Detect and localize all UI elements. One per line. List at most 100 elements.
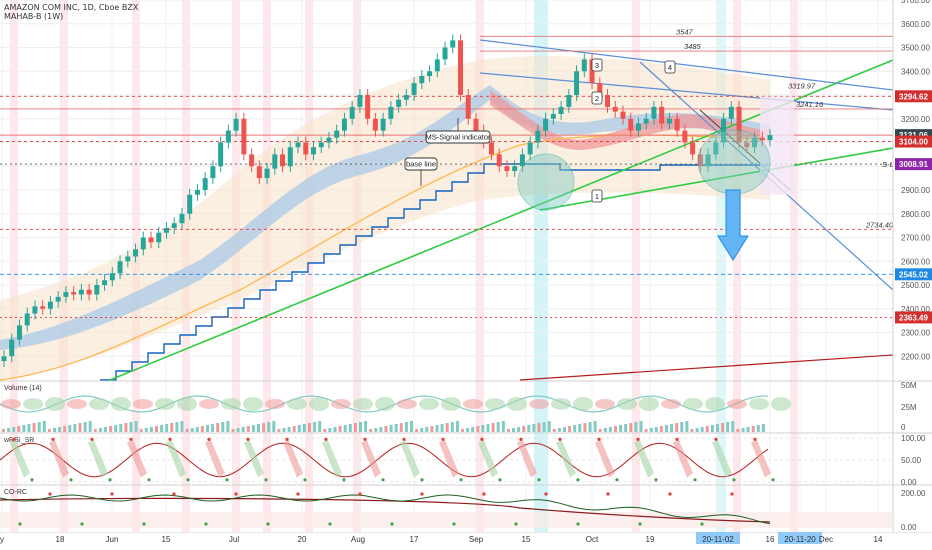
- corc-sell-dot: [172, 492, 176, 496]
- price-axis-tick: 3400.00: [901, 67, 930, 76]
- volume-bar: [476, 426, 480, 432]
- candle-body: [550, 114, 556, 119]
- wave-label-text: 2: [595, 94, 599, 103]
- corc-sell-dot: [544, 492, 548, 496]
- volume-oscillator-blob: [661, 399, 681, 409]
- candle-body: [589, 59, 595, 84]
- volume-bar: [389, 425, 393, 432]
- volume-bar: [190, 428, 194, 432]
- volume-bar: [486, 424, 490, 432]
- volume-bar: [731, 421, 735, 432]
- volume-bar: [58, 427, 62, 432]
- volume-bar: [7, 428, 11, 432]
- wrsi-buy-dot: [576, 478, 580, 482]
- candle-body: [721, 118, 727, 143]
- volume-bar: [160, 425, 164, 432]
- ma-ribbon-red: [490, 90, 770, 150]
- volume-bar: [532, 424, 536, 432]
- volume-bar: [231, 429, 235, 432]
- volume-bar: [211, 424, 215, 432]
- candle-body: [635, 123, 641, 131]
- wrsi-sell-dot: [441, 437, 445, 441]
- time-axis-tick: y: [0, 535, 4, 544]
- volume-bar: [756, 425, 760, 432]
- wrsi-buy-dot: [225, 478, 229, 482]
- volume-bar: [333, 427, 337, 432]
- volume-bar: [359, 422, 362, 432]
- candle-body: [233, 118, 239, 131]
- candle-body: [280, 154, 286, 167]
- volume-oscillator-blob: [639, 397, 659, 411]
- candle-body: [411, 83, 417, 95]
- volume-bar: [216, 423, 220, 432]
- candle-body: [566, 95, 572, 107]
- volume-bar: [461, 429, 464, 432]
- signal-stripe-red: [733, 0, 741, 532]
- candle-body: [63, 292, 69, 297]
- volume-bar: [251, 425, 255, 432]
- volume-bar: [440, 424, 444, 432]
- volume-bar: [32, 423, 36, 432]
- signal-stripe-red: [632, 0, 640, 532]
- price-axis-tick: 3200.00: [901, 115, 930, 124]
- step-base-line: [100, 163, 770, 381]
- candle-body: [473, 118, 479, 131]
- candle-body: [287, 147, 293, 167]
- volume-bar: [435, 425, 439, 432]
- volume-oscillator-blob: [441, 397, 461, 411]
- corc-axis-tick: 0.00: [901, 523, 917, 532]
- wrsi-sell-dot: [558, 437, 562, 441]
- volume-axis-tick: 50M: [901, 381, 917, 390]
- candle-body: [628, 118, 634, 131]
- candle-body: [71, 292, 77, 295]
- wrsi-sell-dot: [246, 437, 250, 441]
- volume-bar: [221, 422, 225, 432]
- level-price-label: 3547: [676, 27, 694, 36]
- volume-oscillator-blob: [111, 397, 131, 411]
- wrsi-buy-dot: [654, 478, 658, 482]
- wave-label-text: 4: [668, 63, 672, 72]
- volume-bar: [155, 426, 158, 432]
- volume-oscillator-blob: [397, 399, 417, 409]
- corc-buy-dot: [514, 522, 518, 526]
- signal-stripe-red: [353, 0, 361, 532]
- wrsi-axis-tick: 100.00: [901, 434, 926, 443]
- volume-bar: [302, 424, 306, 432]
- candle-body: [697, 154, 703, 167]
- wrsi-sell-dot: [12, 437, 16, 441]
- candle-body: [728, 106, 734, 119]
- candle-body: [318, 142, 324, 148]
- wrsi-wave-fill: [166, 440, 186, 478]
- volume-bar: [716, 424, 719, 432]
- corc-buy-dot: [18, 522, 22, 526]
- candle-body: [140, 237, 146, 250]
- wrsi-wave-fill: [205, 440, 225, 478]
- volume-bar: [481, 425, 485, 432]
- volume-oscillator-blob: [199, 399, 219, 409]
- price-tag-bg: [895, 90, 932, 103]
- wrsi-wave-fill: [634, 440, 654, 478]
- volume-bar: [236, 428, 240, 432]
- volume-bar: [624, 424, 628, 432]
- volume-oscillator-blob: [331, 399, 351, 409]
- price-axis-tick: 3600.00: [901, 20, 930, 29]
- volume-oscillator-blob: [463, 399, 483, 409]
- ms-signal-callout-text: MS-Signal indicator: [425, 133, 491, 142]
- corc-buy-dot: [80, 522, 84, 526]
- volume-bar: [353, 423, 357, 432]
- volume-bar: [665, 425, 668, 432]
- wrsi-sell-dot: [285, 437, 289, 441]
- time-axis-tick: 15: [522, 535, 531, 544]
- volume-bar: [63, 426, 67, 432]
- wrsi-buy-dot: [69, 478, 73, 482]
- corc-sell-dot: [420, 492, 424, 496]
- wrsi-axis-tick: 0.00: [901, 478, 917, 487]
- candle-body: [256, 166, 262, 179]
- candle-body: [187, 194, 193, 214]
- corc-buy-dot: [700, 522, 704, 526]
- wrsi-buy-dot: [537, 478, 541, 482]
- volume-oscillator-blob: [573, 397, 593, 411]
- price-tag-text: 3008.91: [899, 160, 928, 169]
- volume-oscillator-blob: [353, 398, 373, 410]
- volume-bar: [287, 427, 291, 432]
